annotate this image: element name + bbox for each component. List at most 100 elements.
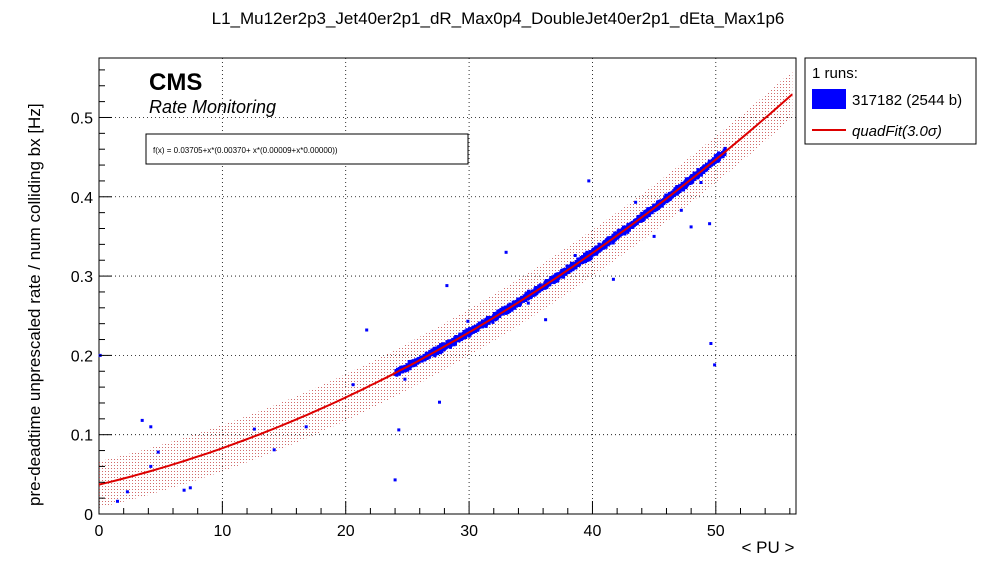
data-point <box>518 303 522 307</box>
data-point <box>549 276 553 279</box>
data-point <box>464 329 468 333</box>
data-point <box>595 252 599 256</box>
data-point <box>559 275 563 279</box>
data-point <box>425 352 429 356</box>
data-point <box>441 342 445 346</box>
chart-title: L1_Mu12er2p3_Jet40er2p1_dR_Max0p4_Double… <box>212 9 785 28</box>
data-point <box>506 311 510 315</box>
data-point <box>513 306 517 310</box>
data-point <box>491 318 495 322</box>
data-point <box>708 222 712 226</box>
data-point <box>675 185 679 188</box>
data-point <box>608 237 612 241</box>
data-point <box>531 294 535 297</box>
data-point <box>692 178 696 181</box>
data-point <box>669 196 673 200</box>
data-point <box>479 322 482 326</box>
data-point <box>525 291 529 295</box>
data-point <box>593 247 596 251</box>
data-point <box>498 315 502 319</box>
x-tick-label: 30 <box>460 523 478 540</box>
data-point <box>652 203 656 207</box>
data-point <box>599 243 603 247</box>
data-point <box>503 305 507 309</box>
data-point <box>670 190 674 194</box>
data-point <box>475 328 478 332</box>
data-point <box>713 363 717 367</box>
data-point <box>489 319 493 323</box>
data-point <box>529 296 532 300</box>
data-point <box>433 347 437 351</box>
data-point <box>631 223 635 227</box>
data-point <box>682 187 686 191</box>
data-point <box>542 286 546 290</box>
data-point <box>583 254 587 258</box>
data-point <box>501 306 505 310</box>
data-point <box>567 265 571 268</box>
data-point <box>272 448 276 452</box>
data-point <box>455 339 459 343</box>
data-point <box>652 234 656 238</box>
legend: 1 runs: 317182 (2544 b) quadFit(3.0σ) <box>804 57 977 145</box>
legend-run-swatch <box>812 89 846 109</box>
data-point <box>414 363 418 367</box>
data-point <box>499 309 503 313</box>
data-point <box>620 228 624 232</box>
data-point <box>694 171 698 175</box>
data-point <box>597 249 601 253</box>
data-point <box>636 217 640 221</box>
data-point <box>498 309 502 313</box>
data-point <box>591 253 595 256</box>
data-point <box>684 184 688 188</box>
data-point <box>512 300 516 304</box>
data-point <box>555 279 559 283</box>
data-point <box>601 241 605 245</box>
data-point <box>466 319 470 323</box>
data-point <box>679 208 683 212</box>
data-point <box>397 428 401 432</box>
data-point <box>527 289 531 293</box>
data-point <box>401 365 405 369</box>
data-point <box>496 311 500 315</box>
y-tick-label: 0.1 <box>71 428 93 445</box>
y-tick-label: 0.3 <box>71 269 93 286</box>
data-point <box>140 418 144 422</box>
data-point <box>579 257 583 261</box>
data-point <box>460 337 464 341</box>
data-point <box>645 210 649 214</box>
data-point <box>487 317 491 321</box>
data-point <box>252 427 256 431</box>
data-point <box>439 343 442 347</box>
data-point <box>646 212 650 216</box>
x-axis-label: < PU > <box>742 538 795 557</box>
data-point <box>650 206 654 210</box>
data-point <box>687 177 691 181</box>
data-point <box>581 256 585 260</box>
data-point <box>697 174 700 178</box>
data-point <box>449 345 452 349</box>
data-point <box>699 181 703 184</box>
data-point <box>182 488 186 492</box>
data-point <box>496 314 500 318</box>
data-point <box>430 348 434 352</box>
data-point <box>116 499 119 503</box>
data-point <box>526 301 530 305</box>
data-point <box>485 317 489 321</box>
y-tick-label: 0.4 <box>71 190 93 207</box>
data-point <box>451 342 454 346</box>
data-point <box>454 335 458 339</box>
data-point <box>707 160 711 164</box>
axis-ticks <box>98 69 791 515</box>
data-point <box>433 354 437 358</box>
data-point <box>640 211 644 215</box>
data-point <box>705 162 708 166</box>
data-point <box>411 359 415 363</box>
data-point <box>627 227 631 231</box>
data-point <box>484 323 488 327</box>
data-point <box>585 250 589 254</box>
data-point <box>634 200 638 204</box>
data-point <box>626 223 630 227</box>
data-point <box>525 294 529 298</box>
data-point <box>528 291 532 295</box>
data-point <box>404 369 408 373</box>
